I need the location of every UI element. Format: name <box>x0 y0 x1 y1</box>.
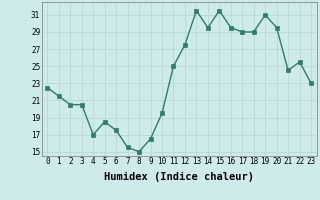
X-axis label: Humidex (Indice chaleur): Humidex (Indice chaleur) <box>104 172 254 182</box>
